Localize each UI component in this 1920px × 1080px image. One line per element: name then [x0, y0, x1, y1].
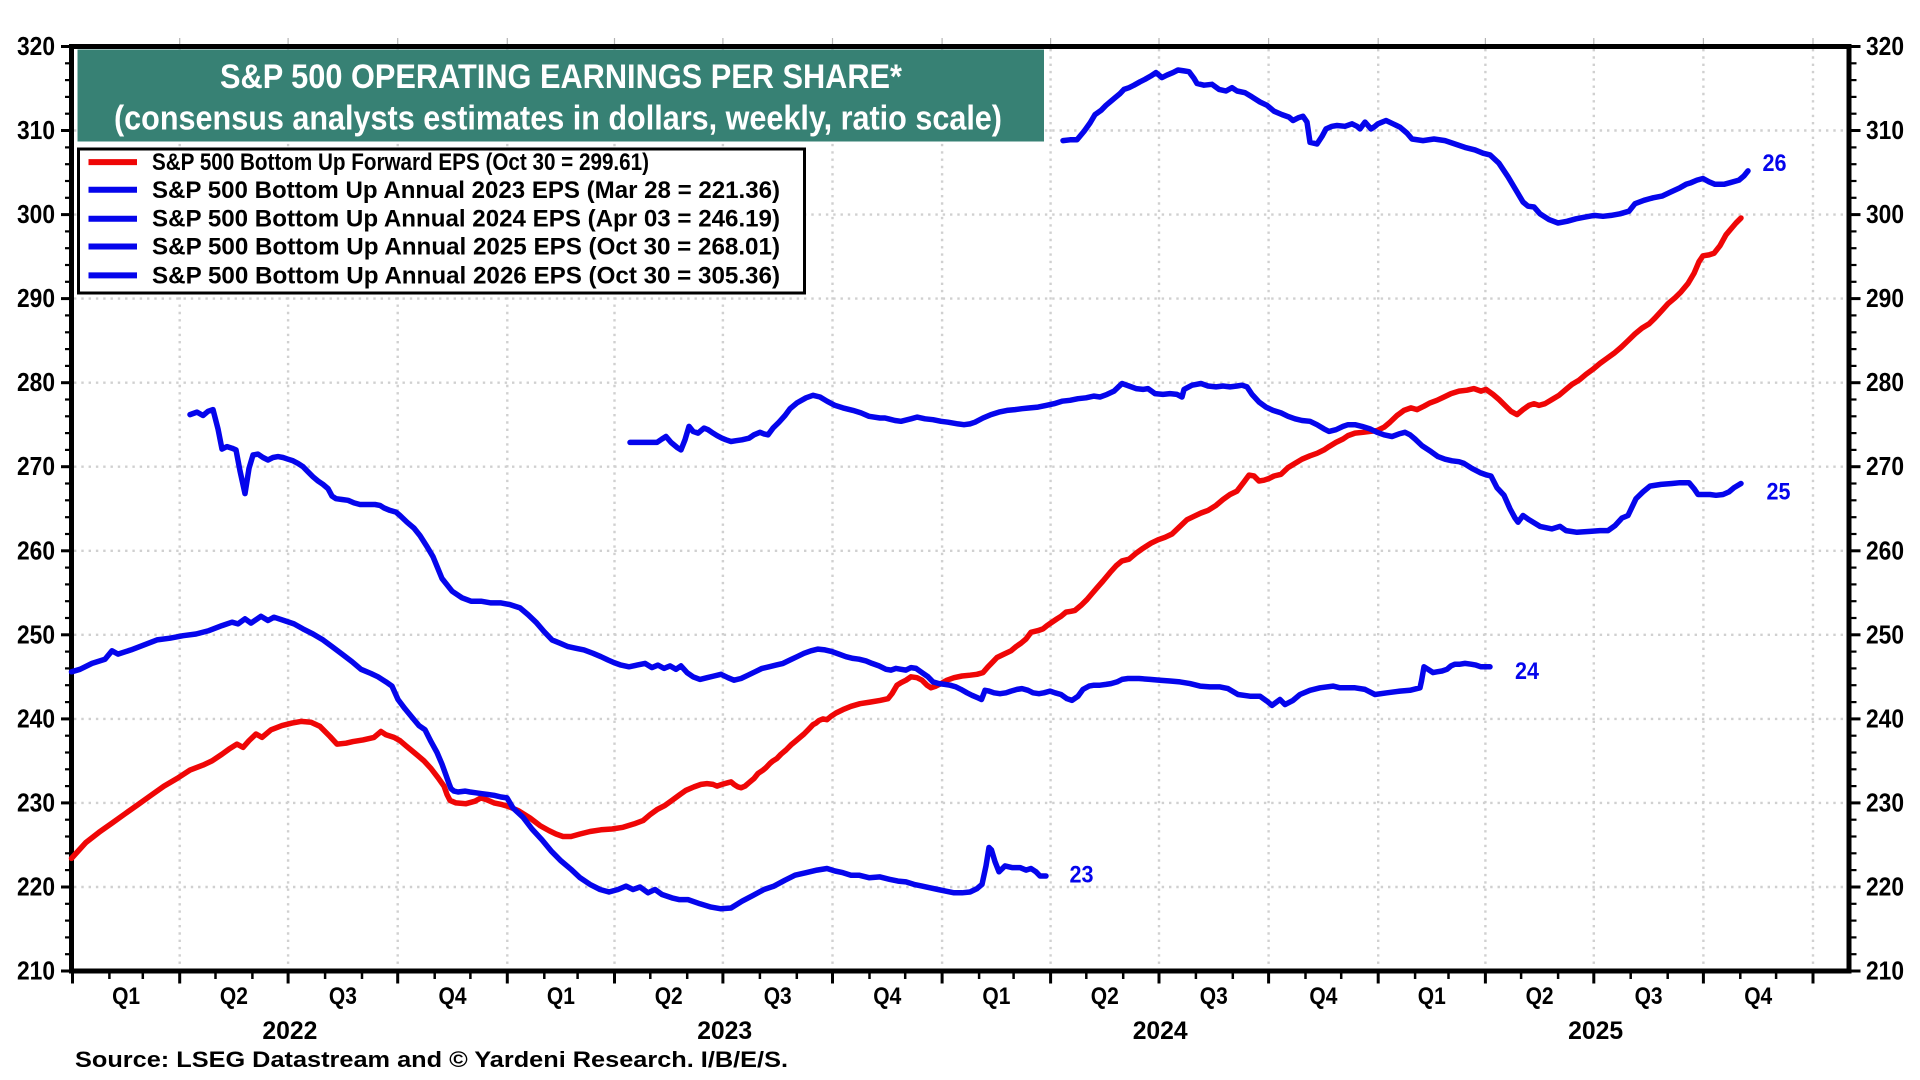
- svg-text:220: 220: [1866, 872, 1904, 902]
- svg-text:280: 280: [17, 367, 55, 397]
- svg-text:Q1: Q1: [112, 983, 140, 1010]
- svg-text:250: 250: [17, 619, 55, 649]
- svg-text:270: 270: [17, 451, 55, 481]
- svg-text:Q2: Q2: [1526, 983, 1554, 1010]
- svg-text:260: 260: [17, 535, 55, 565]
- svg-text:2023: 2023: [697, 1017, 752, 1045]
- svg-text:220: 220: [17, 872, 55, 902]
- svg-text:26: 26: [1763, 150, 1787, 177]
- svg-text:Q3: Q3: [1635, 983, 1663, 1010]
- svg-text:S&P 500 OPERATING EARNINGS PER: S&P 500 OPERATING EARNINGS PER SHARE*: [220, 58, 903, 96]
- svg-text:210: 210: [1866, 956, 1904, 986]
- svg-text:2024: 2024: [1133, 1017, 1188, 1045]
- svg-text:270: 270: [1866, 451, 1904, 481]
- svg-text:Q3: Q3: [1200, 983, 1228, 1010]
- svg-text:Q4: Q4: [1309, 983, 1338, 1010]
- svg-text:23: 23: [1070, 862, 1094, 889]
- svg-text:Q2: Q2: [655, 983, 683, 1010]
- svg-text:300: 300: [17, 199, 55, 229]
- svg-text:2025: 2025: [1568, 1017, 1623, 1045]
- svg-text:Q2: Q2: [220, 983, 248, 1010]
- svg-text:Q3: Q3: [764, 983, 792, 1010]
- svg-text:290: 290: [17, 283, 55, 313]
- svg-text:Q2: Q2: [1091, 983, 1119, 1010]
- svg-text:310: 310: [17, 115, 55, 145]
- svg-text:(consensus analysts estimates: (consensus analysts estimates in dollars…: [114, 100, 1002, 138]
- svg-text:Q4: Q4: [873, 983, 902, 1010]
- svg-text:240: 240: [17, 703, 55, 733]
- svg-text:Q3: Q3: [329, 983, 357, 1010]
- svg-text:Source: LSEG Datastream and ©: Source: LSEG Datastream and © Yardeni Re…: [75, 1047, 788, 1072]
- svg-text:250: 250: [1866, 619, 1904, 649]
- svg-text:2022: 2022: [262, 1017, 317, 1045]
- svg-text:240: 240: [1866, 703, 1904, 733]
- svg-text:230: 230: [17, 787, 55, 817]
- svg-text:25: 25: [1767, 479, 1791, 506]
- svg-text:S&P 500 Bottom Up Forward EPS: S&P 500 Bottom Up Forward EPS (Oct 30 = …: [152, 149, 649, 176]
- svg-text:S&P 500 Bottom Up Annual 2025: S&P 500 Bottom Up Annual 2025 EPS (Oct 3…: [152, 234, 780, 261]
- svg-text:290: 290: [1866, 283, 1904, 313]
- svg-text:Q4: Q4: [439, 983, 468, 1010]
- svg-text:Q1: Q1: [547, 983, 575, 1010]
- svg-text:Q1: Q1: [1418, 983, 1446, 1010]
- svg-text:230: 230: [1866, 787, 1904, 817]
- svg-text:300: 300: [1866, 199, 1904, 229]
- svg-text:24: 24: [1515, 658, 1539, 685]
- svg-text:280: 280: [1866, 367, 1904, 397]
- svg-text:Q4: Q4: [1744, 983, 1773, 1010]
- svg-text:310: 310: [1866, 115, 1904, 145]
- svg-text:320: 320: [17, 31, 55, 61]
- svg-text:260: 260: [1866, 535, 1904, 565]
- svg-text:210: 210: [17, 956, 55, 986]
- svg-text:Q1: Q1: [982, 983, 1010, 1010]
- svg-text:S&P 500 Bottom Up Annual 2024: S&P 500 Bottom Up Annual 2024 EPS (Apr 0…: [152, 206, 780, 233]
- svg-text:S&P 500 Bottom Up Annual 2023: S&P 500 Bottom Up Annual 2023 EPS (Mar 2…: [152, 177, 780, 204]
- svg-text:320: 320: [1866, 31, 1904, 61]
- svg-text:S&P 500 Bottom Up Annual 2026: S&P 500 Bottom Up Annual 2026 EPS (Oct 3…: [152, 262, 780, 289]
